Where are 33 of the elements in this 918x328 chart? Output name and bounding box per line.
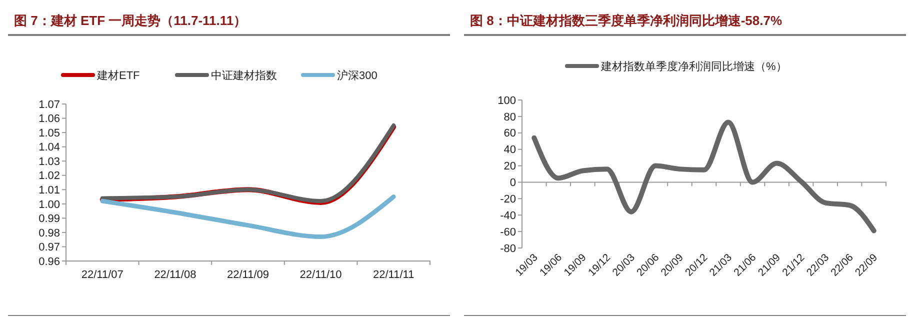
y-tick-label: 100: [498, 94, 516, 107]
y-tick-label: -40: [500, 210, 516, 222]
x-tick-label: 22/11/10: [300, 269, 342, 281]
y-tick-label: 1.01: [38, 184, 60, 196]
x-tick-label: 22/11/08: [154, 269, 196, 281]
legend-label: 沪深300: [337, 68, 378, 82]
y-tick-label: 1.06: [38, 113, 60, 126]
y-tick-label: 40: [504, 144, 516, 156]
y-tick-label: 1.02: [38, 170, 60, 182]
y-tick-label: 1.00: [38, 198, 60, 211]
y-tick-label: -60: [500, 226, 516, 238]
legend-label: 建材ETF: [96, 68, 140, 82]
y-tick-label: 0.98: [38, 227, 60, 240]
y-tick-label: 0.96: [38, 256, 60, 268]
y-tick-label: 20: [504, 160, 516, 173]
chart-title: 图 7：建材 ETF 一周走势（11.7-11.11）: [14, 13, 247, 28]
y-tick-label: -80: [500, 242, 516, 255]
y-tick-label: 1.07: [38, 98, 60, 111]
y-tick-label: 0: [510, 177, 516, 190]
y-tick-label: 1.05: [38, 127, 60, 140]
y-tick-label: 80: [504, 111, 516, 124]
legend-label: 中证建材指数: [211, 68, 277, 82]
y-tick-label: 1.03: [38, 156, 60, 168]
chart-title: 图 8：中证建材指数三季度单季净利润同比增速-58.7%: [470, 13, 782, 28]
legend-label: 建材指数单季度净利润同比增速（%）: [600, 60, 787, 73]
y-tick-label: 0.97: [38, 242, 60, 254]
x-tick-label: 22/11/11: [373, 269, 414, 281]
y-tick-label: 0.99: [38, 213, 60, 226]
y-tick-label: -20: [500, 194, 516, 206]
y-tick-label: 1.04: [38, 142, 60, 154]
x-tick-label: 22/11/09: [226, 269, 270, 281]
x-tick-label: 22/11/07: [81, 269, 124, 281]
y-tick-label: 60: [504, 128, 516, 140]
